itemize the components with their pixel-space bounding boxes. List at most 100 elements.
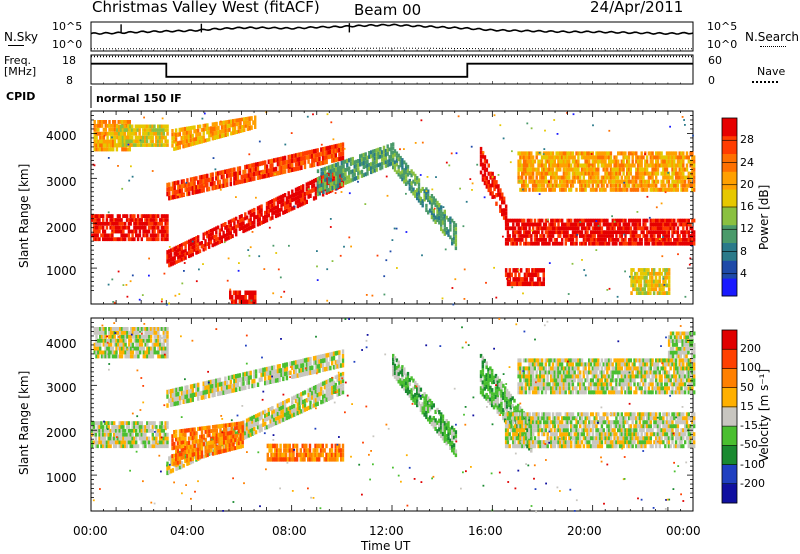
heat-cell — [98, 432, 101, 437]
heat-cell — [535, 226, 538, 231]
heat-cell — [631, 230, 634, 235]
heat-cell — [238, 215, 242, 219]
heat-cell — [108, 139, 111, 144]
noise-pixel — [274, 173, 277, 175]
heat-cell — [285, 362, 289, 367]
heat-cell — [550, 159, 553, 164]
heat-cell — [267, 173, 270, 178]
heat-cell — [441, 229, 445, 234]
heat-cell — [153, 436, 156, 441]
heat-cell — [631, 187, 634, 192]
heat-cell — [669, 222, 672, 227]
heat-cell — [609, 222, 613, 227]
heat-cell — [329, 395, 332, 401]
heat-cell — [653, 241, 656, 246]
heat-cell — [115, 147, 119, 152]
heat-cell — [174, 128, 178, 133]
noise-pixel — [465, 200, 468, 203]
heat-cell — [631, 179, 634, 184]
heat-cell — [493, 187, 496, 192]
heat-cell — [622, 163, 625, 168]
heat-cell — [560, 183, 564, 188]
heat-cell — [548, 151, 551, 156]
heat-cell — [158, 124, 162, 129]
heat-cell — [454, 234, 458, 239]
heat-cell — [542, 272, 545, 278]
heat-cell — [336, 162, 340, 167]
heat-cell — [615, 183, 618, 188]
heat-cell — [109, 342, 113, 347]
heat-cell — [615, 222, 618, 227]
heat-cell — [265, 214, 269, 219]
heat-cell — [95, 135, 98, 140]
noise-pixel — [110, 231, 113, 234]
noise-pixel — [111, 278, 114, 281]
heat-cell — [155, 225, 158, 230]
heat-cell — [611, 183, 614, 188]
heat-cell — [644, 241, 647, 246]
heat-cell — [438, 220, 441, 225]
heat-cell — [162, 229, 165, 234]
heat-cell — [134, 124, 138, 129]
heat-cell — [280, 156, 283, 162]
heat-cell — [526, 183, 529, 188]
heat-cell — [618, 241, 622, 246]
noise-pixel — [247, 249, 250, 251]
heat-cell — [630, 268, 633, 272]
heat-cell — [230, 131, 233, 136]
heat-cell — [109, 225, 112, 230]
heat-cell — [282, 372, 285, 377]
heat-cell — [443, 231, 446, 236]
heat-cell — [216, 184, 220, 190]
heat-cell — [432, 213, 435, 218]
heat-cell — [654, 271, 658, 276]
heat-cell — [606, 175, 609, 180]
heat-cell — [638, 167, 642, 172]
heat-cell — [111, 436, 114, 441]
heat-cell — [341, 155, 345, 161]
heat-cell — [204, 385, 207, 391]
heat-cell — [282, 156, 285, 161]
heat-cell — [235, 118, 238, 123]
heat-cell — [137, 350, 140, 355]
heat-cell — [519, 268, 523, 273]
heat-cell — [283, 371, 287, 377]
heat-cell — [107, 421, 110, 425]
heat-cell — [515, 222, 519, 227]
heat-cell — [399, 175, 402, 179]
heat-cell — [276, 204, 280, 209]
heat-cell — [338, 156, 341, 162]
heat-cell — [580, 230, 584, 235]
heat-cell — [130, 128, 134, 132]
heat-cell — [515, 230, 519, 235]
heat-cell — [112, 143, 115, 148]
heat-cell — [671, 226, 674, 231]
heat-cell — [145, 143, 149, 147]
heat-cell — [108, 330, 111, 335]
heat-cell — [271, 365, 274, 371]
heat-cell — [568, 167, 571, 172]
heat-cell — [654, 283, 658, 288]
heat-cell — [443, 227, 446, 232]
heat-cell — [540, 171, 544, 176]
heat-cell — [537, 183, 540, 188]
heat-cell — [264, 214, 267, 219]
heat-cell — [133, 221, 136, 226]
heat-cell — [151, 131, 154, 136]
heat-cell — [575, 241, 578, 246]
heat-cell — [280, 161, 283, 166]
noise-pixel — [613, 220, 616, 223]
heat-cell — [178, 193, 182, 198]
heat-cell — [551, 226, 555, 231]
heat-cell — [526, 163, 529, 168]
heat-cell — [249, 209, 252, 214]
heat-cell — [264, 160, 267, 165]
heat-cell — [149, 128, 152, 132]
heat-cell — [544, 171, 547, 176]
heat-cell — [649, 238, 652, 242]
heat-cell — [182, 395, 185, 400]
heat-cell — [100, 233, 103, 238]
heat-cell — [92, 233, 96, 238]
heat-cell — [617, 151, 620, 156]
heat-cell — [107, 233, 110, 238]
